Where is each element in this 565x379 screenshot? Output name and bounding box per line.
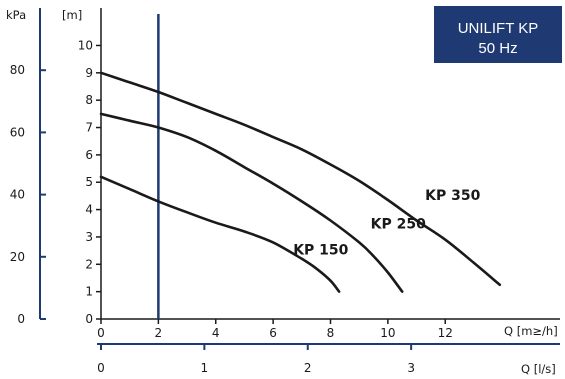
m-tick-label: 9 (85, 66, 93, 80)
m3h-tick-label: 0 (97, 326, 105, 340)
curve-kp-250 (99, 112, 404, 293)
m3h-tick-label: 2 (155, 326, 163, 340)
ls-axis-label: Q [l/s] (521, 362, 556, 376)
m3h-tick-label: 6 (269, 326, 277, 340)
m-axis-label: [m] (62, 8, 82, 22)
title-line-2: 50 Hz (478, 40, 517, 57)
axes-layer (39, 8, 560, 350)
m3h-tick-label: 8 (327, 326, 335, 340)
m-tick-label: 8 (85, 93, 93, 107)
kpa-tick-label: 20 (10, 250, 25, 264)
m3h-tick-label: 10 (380, 326, 395, 340)
ls-tick-label: 1 (201, 361, 209, 375)
m-tick-label: 6 (85, 148, 93, 162)
curve-labels-layer: KP 150 KP 250 KP 350 (293, 188, 480, 259)
m-tick-label: 2 (85, 257, 93, 271)
curves-layer (99, 71, 502, 293)
title-box: UNILIFT KP 50 Hz (434, 6, 562, 63)
m-tick-label: 7 (85, 121, 93, 135)
m-tick-label: 3 (85, 230, 93, 244)
m-tick-label: 5 (85, 175, 93, 189)
curve-label-kp-350: KP 350 (425, 188, 480, 204)
ls-tick-label: 3 (407, 361, 415, 375)
kpa-tick-label: 40 (10, 188, 25, 202)
m3h-tick-label: 4 (212, 326, 220, 340)
curve-kp-350 (99, 71, 502, 287)
title-line-1: UNILIFT KP (458, 20, 539, 37)
title-box-background (434, 6, 562, 63)
ls-tick-label: 2 (304, 361, 312, 375)
curve-label-kp-150: KP 150 (293, 243, 348, 259)
m-tick-label: 0 (85, 312, 93, 326)
kpa-tick-label: 60 (10, 125, 25, 139)
curve-label-kp-250: KP 250 (371, 217, 426, 233)
m3h-tick-label: 12 (438, 326, 453, 340)
ls-tick-label: 0 (97, 361, 105, 375)
m-tick-label: 1 (85, 285, 93, 299)
kpa-tick-label: 0 (17, 312, 25, 326)
curve-kp-150 (99, 175, 341, 293)
m-tick-label: 10 (78, 38, 93, 52)
kpa-tick-label: 80 (10, 63, 25, 77)
m-tick-label: 4 (85, 203, 93, 217)
m3h-axis-label: Q [m≥/h] (504, 324, 558, 338)
kpa-axis-label: kPa (6, 8, 26, 22)
